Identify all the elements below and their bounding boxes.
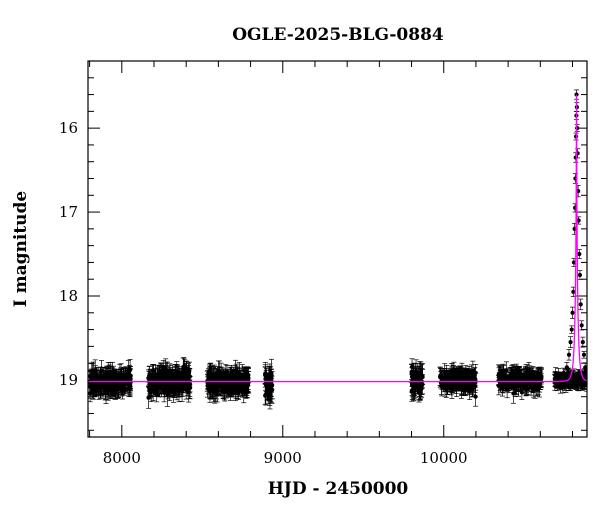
data-point	[164, 374, 169, 379]
data-point	[438, 373, 443, 378]
data-point	[525, 368, 530, 373]
data-point	[236, 377, 241, 382]
data-point	[265, 386, 270, 391]
data-point	[105, 376, 110, 382]
data-point	[242, 383, 247, 388]
data-point	[88, 384, 93, 389]
data-point	[473, 394, 478, 399]
data-point	[214, 386, 219, 391]
data-point	[409, 371, 414, 376]
data-point	[217, 383, 222, 388]
data-point	[126, 376, 132, 381]
data-point	[216, 370, 221, 375]
data-point	[460, 375, 465, 381]
data-point	[149, 387, 154, 393]
data-point	[523, 386, 529, 391]
data-point	[184, 387, 189, 393]
data-point	[229, 373, 234, 378]
data-point	[229, 385, 234, 390]
data-point	[165, 392, 170, 397]
data-point	[211, 388, 216, 394]
data-point	[112, 382, 117, 387]
data-point	[470, 381, 476, 386]
data-point	[105, 388, 111, 393]
data-point	[224, 375, 229, 380]
data-point	[147, 374, 152, 379]
data-point	[212, 374, 217, 379]
data-point	[188, 385, 193, 390]
data-point	[234, 373, 239, 379]
data-point	[207, 373, 212, 378]
data-point	[511, 391, 516, 396]
data-points	[88, 89, 587, 410]
data-point	[470, 374, 476, 379]
data-point	[98, 384, 103, 389]
data-point	[176, 388, 182, 393]
data-point	[465, 380, 470, 385]
data-point	[159, 373, 165, 378]
data-point	[207, 377, 212, 382]
data-point	[442, 374, 447, 379]
data-point	[450, 376, 456, 381]
data-point	[221, 389, 226, 394]
chart-title: OGLE-2025-BLG-0884	[232, 25, 444, 45]
data-point	[269, 381, 274, 386]
axis-ticks	[88, 61, 587, 437]
data-point	[152, 374, 158, 379]
data-point	[118, 372, 123, 377]
data-point	[181, 371, 187, 377]
data-point	[173, 382, 178, 387]
data-point	[267, 392, 273, 398]
data-point	[180, 384, 186, 389]
data-point	[527, 372, 533, 377]
data-point	[223, 370, 228, 375]
data-point	[418, 385, 423, 390]
data-point	[156, 384, 161, 390]
data-point	[164, 370, 169, 375]
data-point	[98, 375, 103, 380]
